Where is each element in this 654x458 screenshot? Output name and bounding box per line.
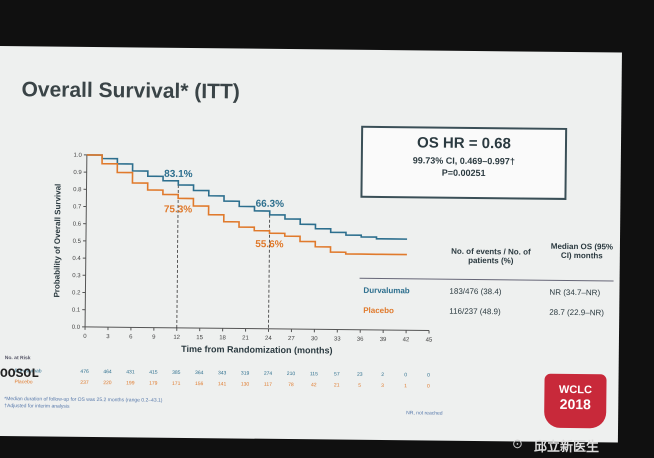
risk-cell: 319 [240, 370, 250, 377]
logo-line2: 2018 [559, 395, 591, 413]
risk-cell: 171 [171, 380, 181, 387]
risk-cell: 130 [240, 381, 250, 388]
x-tick-label: 27 [288, 336, 295, 342]
risk-cell: 1 [404, 383, 407, 390]
risk-cell: 0 [427, 372, 430, 379]
x-tick-label: 0 [83, 334, 87, 340]
risk-cell: 78 [288, 382, 294, 389]
y-tick-label: 1.0 [73, 153, 82, 159]
risk-cell: 5 [358, 382, 362, 389]
slide: Overall Survival* (ITT) OS HR = 0.68 99.… [0, 46, 622, 443]
risk-cell: 237 [80, 379, 89, 386]
risk-cell: 42 [310, 382, 317, 389]
data-label: 75.3% [164, 204, 193, 215]
x-tick-label: 42 [403, 337, 410, 343]
risk-cell: 23 [356, 371, 363, 378]
x-tick-label: 12 [173, 335, 180, 341]
table-arm-durvalumab: Durvalumab [363, 285, 410, 296]
series-line-placebo [86, 154, 407, 256]
risk-cell: 210 [286, 371, 296, 378]
risk-cell: 156 [194, 381, 204, 388]
risk-cell: 343 [217, 370, 227, 377]
data-label: 55.6% [255, 239, 284, 250]
data-label: 83.1% [164, 169, 193, 180]
risk-cell: 415 [149, 369, 158, 376]
wechat-icon: ⊙ [512, 436, 523, 451]
km-chart: 0.00.10.20.30.40.50.60.70.80.91.00 3 6 9 12 1… [52, 153, 433, 356]
guide-line [176, 184, 179, 328]
table-arm-placebo: Placebo [363, 305, 394, 316]
y-tick-label: 0.1 [72, 308, 81, 314]
guide-line [268, 214, 271, 329]
events-column-header: No. of events / No. of patients (%) [451, 246, 531, 266]
median-column-header: Median OS (95% CI) months [550, 241, 614, 261]
risk-cell: 115 [309, 371, 318, 378]
x-tick-label: 30 [311, 336, 318, 342]
data-label: 66.3% [256, 199, 285, 210]
y-tick-label: 0.7 [73, 204, 82, 210]
y-tick-label: 0.6 [73, 222, 82, 228]
risk-cell: 385 [172, 369, 181, 376]
risk-cell: 464 [103, 369, 112, 376]
table-median-placebo: 28.7 (22.9–NR) [549, 307, 604, 318]
x-tick-label: 6 [129, 334, 133, 340]
y-tick-label: 0.4 [72, 256, 81, 262]
x-axis-label: Time from Randomization (months) [181, 344, 332, 356]
risk-cell: 199 [126, 380, 135, 387]
x-tick-label: 39 [380, 337, 387, 343]
table-events-durvalumab: 183/476 (38.4) [449, 286, 502, 297]
risk-cell: 57 [334, 371, 340, 378]
risk-cell: 3 [381, 383, 385, 390]
x-tick-label: 33 [334, 337, 341, 343]
x-tick-label: 9 [152, 335, 156, 341]
camera-overlay-text: OOSOL [0, 366, 40, 381]
x-tick-label: 18 [219, 335, 226, 341]
y-tick-label: 0.8 [73, 187, 82, 193]
risk-cell: 274 [263, 370, 273, 377]
risk-cell: 0 [404, 372, 408, 379]
y-tick-label: 0.3 [72, 273, 81, 279]
x-tick-label: 45 [426, 337, 433, 343]
y-tick-label: 0.0 [72, 325, 81, 331]
x-tick-label: 21 [242, 336, 249, 342]
risk-cell: 220 [103, 380, 112, 387]
table-events-placebo: 116/237 (48.9) [449, 306, 501, 317]
risk-cell: 141 [217, 381, 227, 388]
y-tick-label: 0.5 [73, 239, 82, 245]
x-tick-label: 3 [106, 334, 110, 340]
y-tick-label: 0.2 [72, 290, 81, 296]
nr-note: NR, not reached [406, 410, 443, 417]
risk-table-label: No. at Risk [4, 355, 31, 362]
risk-cell: 476 [80, 368, 89, 375]
x-axis [85, 326, 430, 332]
series-line-durvalumab [86, 154, 408, 240]
risk-cell: 179 [149, 380, 158, 387]
risk-cell: 0 [427, 383, 430, 390]
x-tick-label: 36 [357, 337, 364, 343]
risk-cell: 431 [126, 369, 135, 376]
risk-cell: 117 [263, 381, 272, 388]
risk-cell: 21 [333, 382, 340, 389]
x-tick-label: 15 [196, 335, 203, 341]
y-tick-label: 0.9 [73, 170, 82, 176]
y-axis-label: Probability of Overall Survival [52, 184, 62, 298]
wclc-logo: WCLC 2018 [544, 373, 607, 429]
x-tick-label: 24 [265, 336, 272, 342]
table-median-durvalumab: NR (34.7–NR) [549, 287, 601, 298]
footnote-2: †Adjusted for interim analysis [4, 403, 70, 410]
risk-cell: 2 [381, 372, 385, 379]
watermark: 邱立新医生 [534, 439, 600, 454]
logo-line1: WCLC [558, 383, 592, 397]
risk-cell: 364 [195, 370, 204, 377]
